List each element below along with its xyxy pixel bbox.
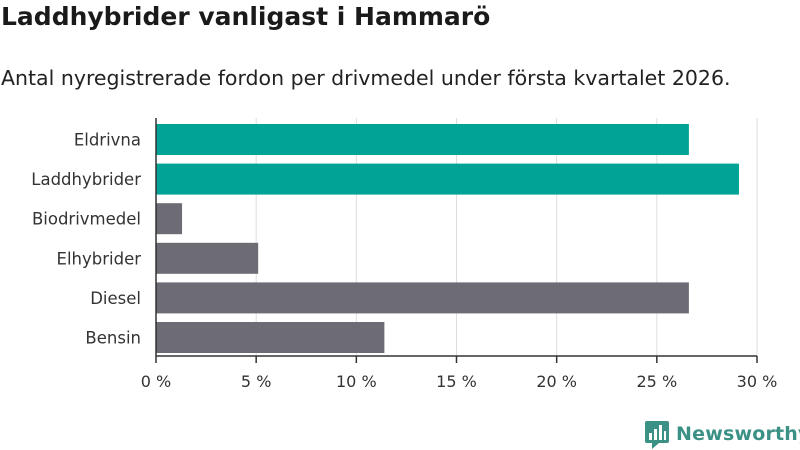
bar-5 — [156, 322, 385, 353]
bar-4 — [156, 282, 689, 314]
x-tick-label-1: 5 % — [241, 372, 271, 391]
category-label-5: Bensin — [85, 329, 141, 348]
x-tick-label-4: 20 % — [536, 372, 577, 391]
bar-1 — [156, 163, 739, 195]
category-label-2: Biodrivmedel — [32, 210, 141, 229]
bar-0 — [156, 124, 689, 155]
category-label-3: Elhybrider — [57, 249, 142, 268]
newsworthy-logo: Newsworthy — [644, 419, 800, 449]
chart-title: Laddhybrider vanligast i Hammarö — [1, 2, 491, 31]
x-tick-label-2: 10 % — [336, 372, 377, 391]
category-label-0: Eldrivna — [74, 131, 141, 150]
bar-2 — [156, 203, 183, 235]
x-tick-label-6: 30 % — [737, 372, 778, 391]
x-tick-label-0: 0 % — [141, 372, 171, 391]
x-tick-label-3: 15 % — [436, 372, 477, 391]
category-label-1: Laddhybrider — [31, 170, 141, 189]
bar-3 — [156, 242, 259, 274]
chart-subtitle: Antal nyregistrerade fordon per drivmede… — [1, 66, 731, 90]
category-label-4: Diesel — [90, 289, 141, 308]
x-tick-label-5: 25 % — [637, 372, 678, 391]
newsworthy-chart-icon — [645, 421, 669, 449]
logo-text: Newsworthy — [676, 423, 800, 445]
